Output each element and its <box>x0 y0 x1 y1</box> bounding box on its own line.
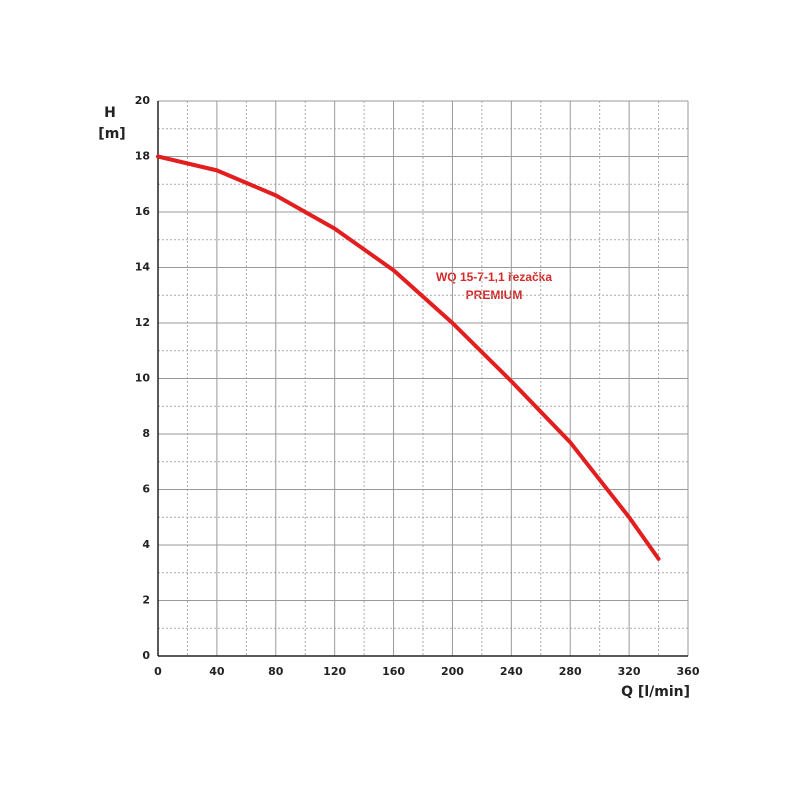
y-tick-label: 16 <box>135 205 151 218</box>
x-tick-label: 240 <box>500 665 523 678</box>
x-tick-label: 40 <box>209 665 225 678</box>
x-tick-label: 0 <box>154 665 162 678</box>
x-tick-label: 160 <box>382 665 405 678</box>
y-tick-label: 2 <box>142 594 150 607</box>
x-tick-label: 360 <box>677 665 700 678</box>
y-tick-label: 18 <box>135 150 150 163</box>
x-tick-label: 280 <box>559 665 582 678</box>
x-tick-label: 200 <box>441 665 464 678</box>
x-axis-label: Q [l/min] <box>621 684 690 700</box>
y-axis-label: [m] <box>98 126 125 142</box>
y-tick-label: 6 <box>142 483 150 496</box>
data-line <box>156 154 661 561</box>
y-tick-label: 8 <box>142 427 150 440</box>
x-tick-label: 320 <box>618 665 641 678</box>
x-tick-label: 80 <box>268 665 284 678</box>
y-tick-label: 10 <box>135 372 151 385</box>
y-tick-label: 20 <box>135 94 151 107</box>
y-axis-label: H <box>104 105 116 121</box>
annotation: WQ 15-7-1,1 řezačka <box>436 270 552 284</box>
y-tick-label: 14 <box>135 261 151 274</box>
x-tick-label: 120 <box>323 665 346 678</box>
y-tick-label: 0 <box>142 649 150 662</box>
y-tick-label: 4 <box>142 538 150 551</box>
y-tick-label: 12 <box>135 316 150 329</box>
